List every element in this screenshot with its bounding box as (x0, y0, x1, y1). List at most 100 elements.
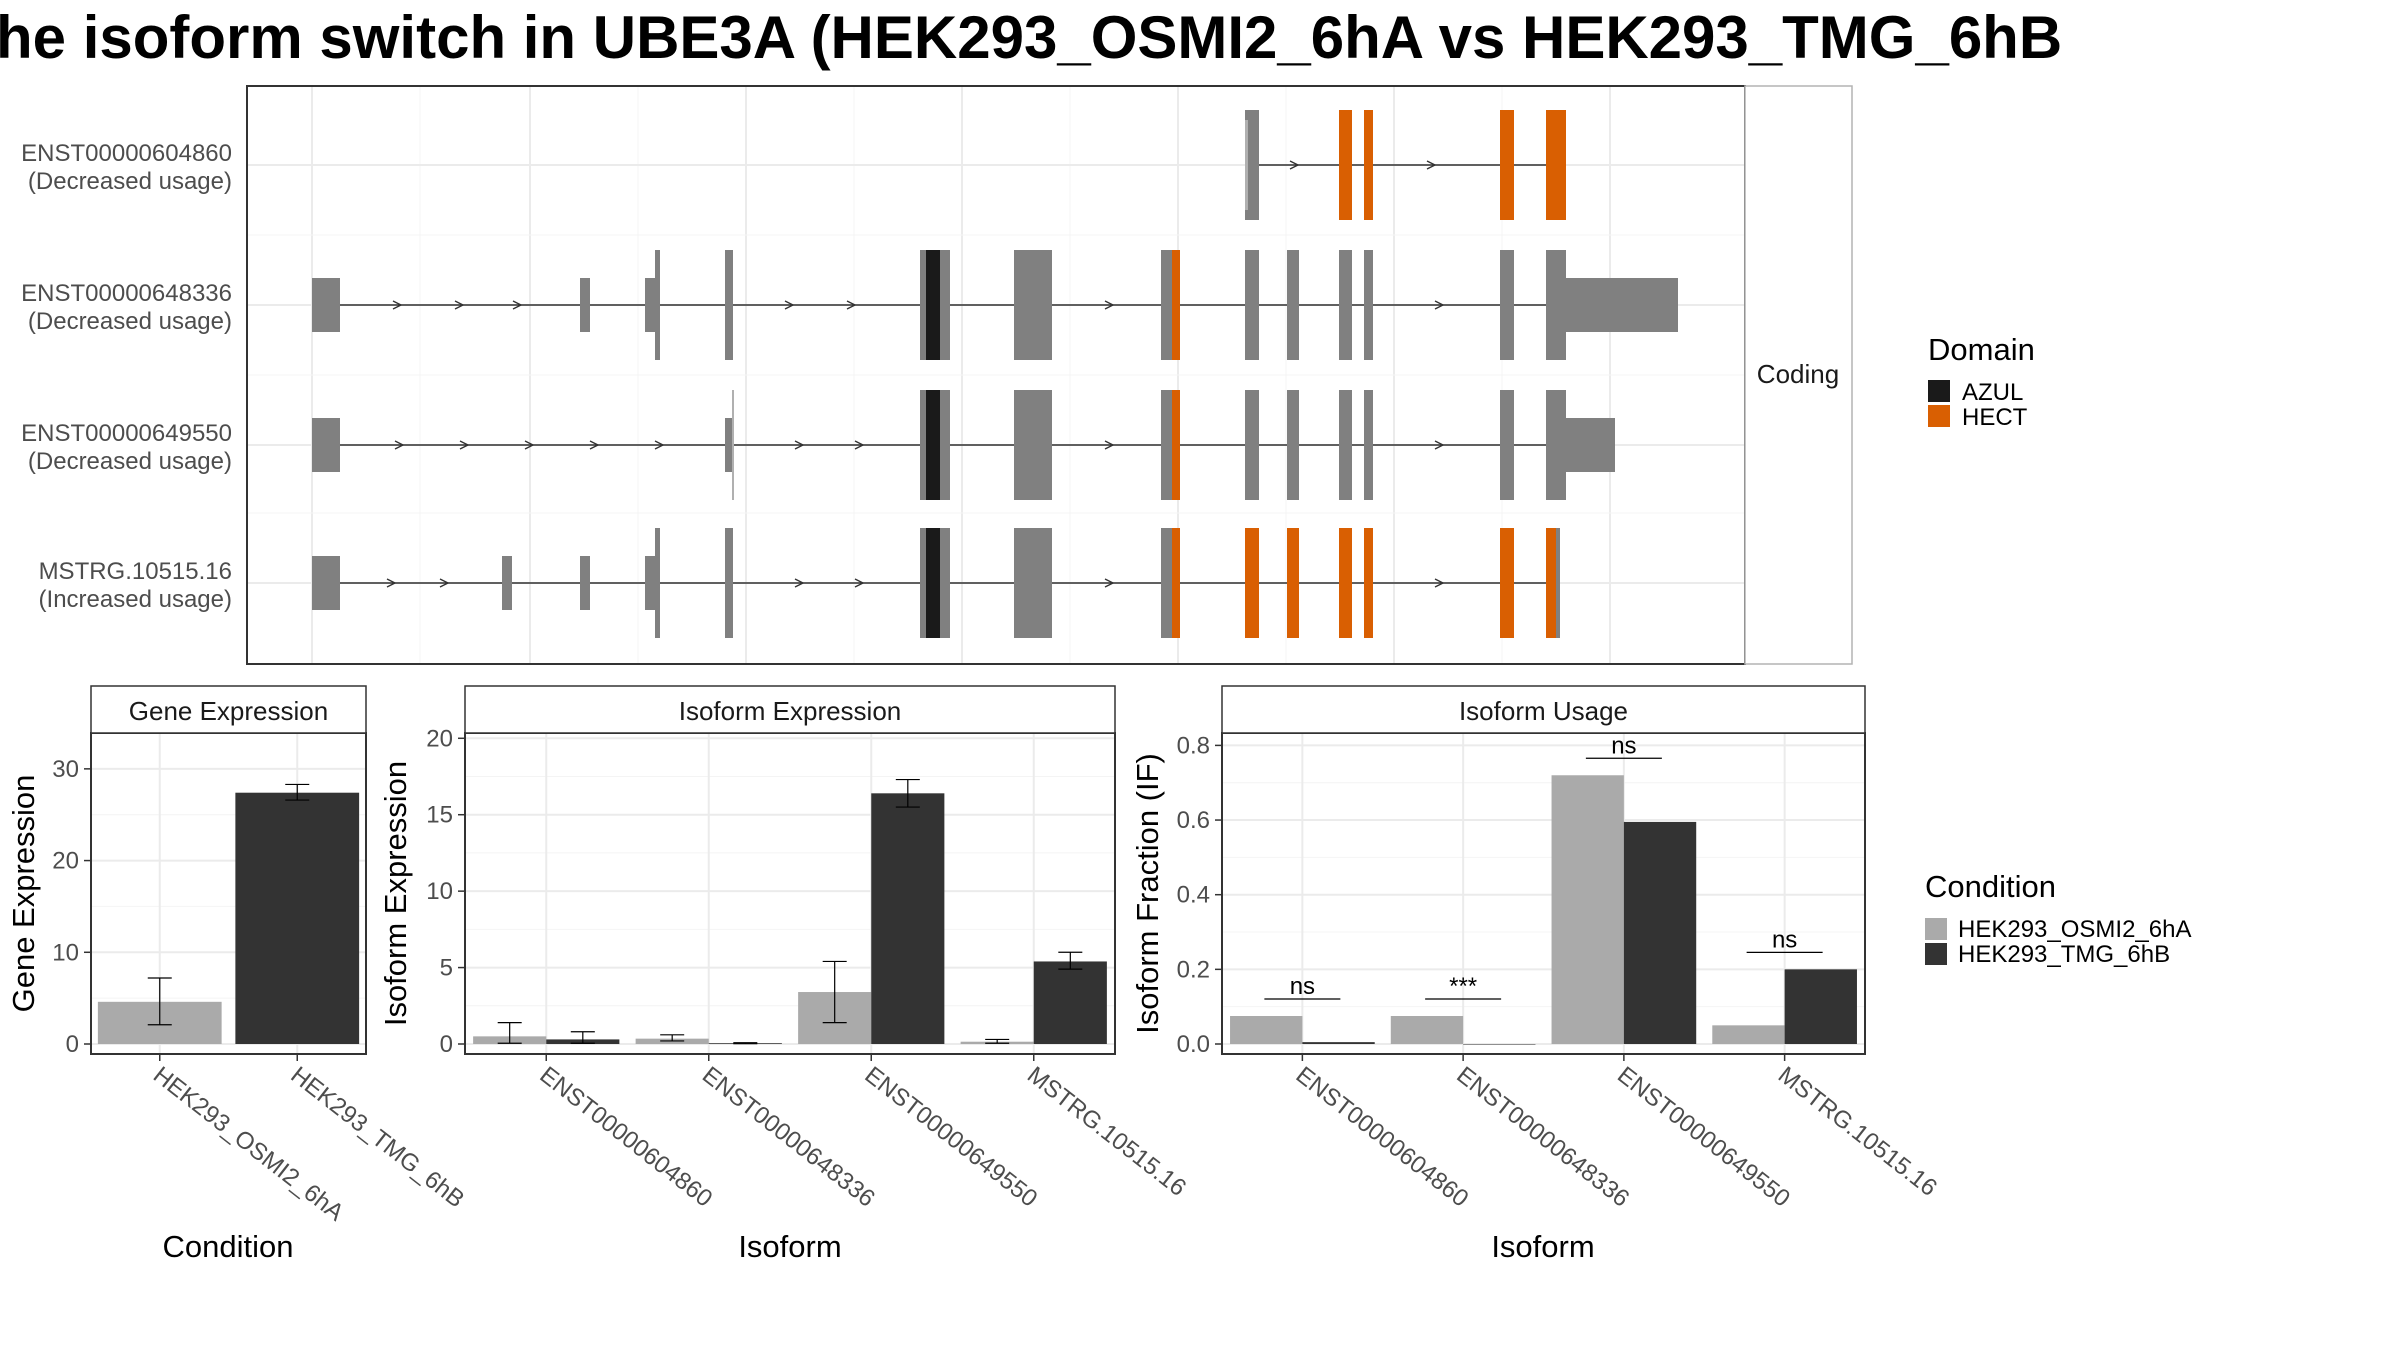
strand-arrow (784, 300, 795, 310)
tmg-legend-label: HEK293_TMG_6hB (1958, 941, 2170, 968)
strand-arrow (1289, 160, 1300, 170)
bar-MSTRG.10515.16-HEK293_OSMI2_6hA (1712, 1025, 1785, 1044)
osmi2-legend-key (1925, 918, 1947, 940)
hect-domain-exon (1245, 528, 1259, 638)
azul-domain-exon (926, 250, 940, 360)
error-bar (497, 1021, 522, 1044)
strand-arrow (459, 440, 470, 450)
y-axis-title: Gene Expression (6, 775, 41, 1013)
hect-domain-exon (1500, 528, 1514, 638)
azul-domain-exon (926, 528, 940, 638)
y-tick-label: 0.2 (1177, 956, 1210, 983)
coding-exon (1245, 110, 1259, 220)
utr-exon (502, 556, 512, 610)
x-axis-title: Condition (163, 1229, 294, 1264)
y-tick-label: 0 (440, 1031, 453, 1058)
coding-exon (1161, 528, 1172, 638)
coding-strip (1744, 85, 1853, 665)
coding-exon (1364, 390, 1373, 500)
y-tick-label: 20 (426, 725, 453, 752)
coding-exon (1014, 250, 1052, 360)
strand-arrow (512, 300, 523, 310)
transcript-usage-label: (Decreased usage) (28, 168, 232, 195)
coding-exon (940, 390, 950, 500)
coding-exon (1287, 250, 1299, 360)
x-axis-title: Isoform (738, 1229, 841, 1264)
coding-exon (1014, 390, 1052, 500)
error-bar (895, 778, 920, 808)
tmg-legend-key (1925, 943, 1947, 965)
transcript-track-3 (312, 528, 1560, 638)
utr-exon (1566, 278, 1678, 332)
hect-domain-exon (1172, 528, 1180, 638)
strand-arrow (1104, 578, 1115, 588)
error-bar (822, 960, 847, 1024)
transcript-track-0 (1245, 110, 1566, 220)
hect-legend-key (1928, 405, 1950, 427)
azul-legend-key (1928, 380, 1950, 402)
coding-exon (655, 250, 660, 360)
strand-arrow (386, 578, 397, 588)
bar-ENST00000648336-HEK293_TMG_6hB (1463, 1044, 1536, 1045)
bar-ENST00000649550-HEK293_TMG_6hB (1623, 821, 1697, 1044)
facet-strip (464, 685, 1116, 734)
hect-domain-exon (1339, 528, 1352, 638)
utr-exon (312, 278, 340, 332)
error-bar (660, 1034, 685, 1042)
transcript-panel: ENST00000604860(Decreased usage)ENST0000… (21, 85, 1853, 665)
x-tick-label: MSTRG.10515.16 (1022, 1061, 1191, 1201)
transcript-usage-label: (Decreased usage) (28, 308, 232, 335)
isoform-expression-chart: Isoform Expression 0 5 10 15 20 ENST0000060486… (378, 685, 1191, 1264)
coding-exon (1546, 250, 1566, 360)
coding-exon (1339, 250, 1352, 360)
figure-title: he isoform switch in UBE3A (HEK293_OSMI2… (0, 4, 2062, 71)
hect-domain-exon (1546, 528, 1556, 638)
coding-exon (725, 250, 733, 360)
strand-arrow (846, 300, 857, 310)
x-tick-label: ENST00000648336 (1451, 1061, 1634, 1212)
coding-exon (1245, 250, 1259, 360)
hect-domain-exon (1287, 528, 1299, 638)
hect-domain-exon (1500, 110, 1514, 220)
strand-arrow (1426, 160, 1437, 170)
facet-strip (90, 685, 367, 734)
strand-arrow (794, 578, 805, 588)
coding-exon (1500, 250, 1514, 360)
y-tick-label: 5 (440, 955, 453, 982)
coding-exon (1339, 390, 1352, 500)
x-tick-label: ENST00000648336 (697, 1061, 880, 1212)
strand-arrow (1434, 300, 1445, 310)
utr-exon (580, 278, 590, 332)
y-tick-label: 0.6 (1177, 807, 1210, 834)
bar-MSTRG.10515.16-HEK293_TMG_6hB (1033, 961, 1107, 1044)
thin-exon (732, 390, 734, 500)
strand-arrow (524, 440, 535, 450)
coding-exon (920, 528, 926, 638)
error-bar (1058, 951, 1083, 970)
facet-strip-label: Gene Expression (129, 696, 328, 726)
bar-MSTRG.10515.16-HEK293_TMG_6hB (1784, 969, 1857, 1044)
hect-domain-exon (1172, 390, 1180, 500)
bar-ENST00000649550-HEK293_OSMI2_6hA (1551, 775, 1624, 1044)
coding-exon (1546, 390, 1566, 500)
strand-arrow (1104, 440, 1115, 450)
error-bar (570, 1031, 595, 1044)
bar-ENST00000649550-HEK293_TMG_6hB (871, 793, 945, 1044)
significance-label: ns (1290, 973, 1315, 1000)
strand-arrow (454, 300, 465, 310)
transcript-id-label: ENST00000649550 (21, 420, 232, 447)
facet-strip-label: Isoform Expression (679, 696, 902, 726)
coding-exon (1161, 250, 1172, 360)
error-bar (985, 1038, 1010, 1044)
hect-domain-exon (1339, 110, 1352, 220)
transcript-track-2 (312, 390, 1615, 500)
strand-arrow (439, 578, 450, 588)
strand-arrow (394, 440, 405, 450)
utr-exon (725, 418, 733, 472)
coding-exon (1364, 250, 1373, 360)
strand-arrow (392, 300, 403, 310)
y-tick-label: 0.4 (1177, 882, 1210, 909)
significance-label: ns (1611, 732, 1636, 759)
x-tick-label: MSTRG.10515.16 (1773, 1061, 1942, 1201)
